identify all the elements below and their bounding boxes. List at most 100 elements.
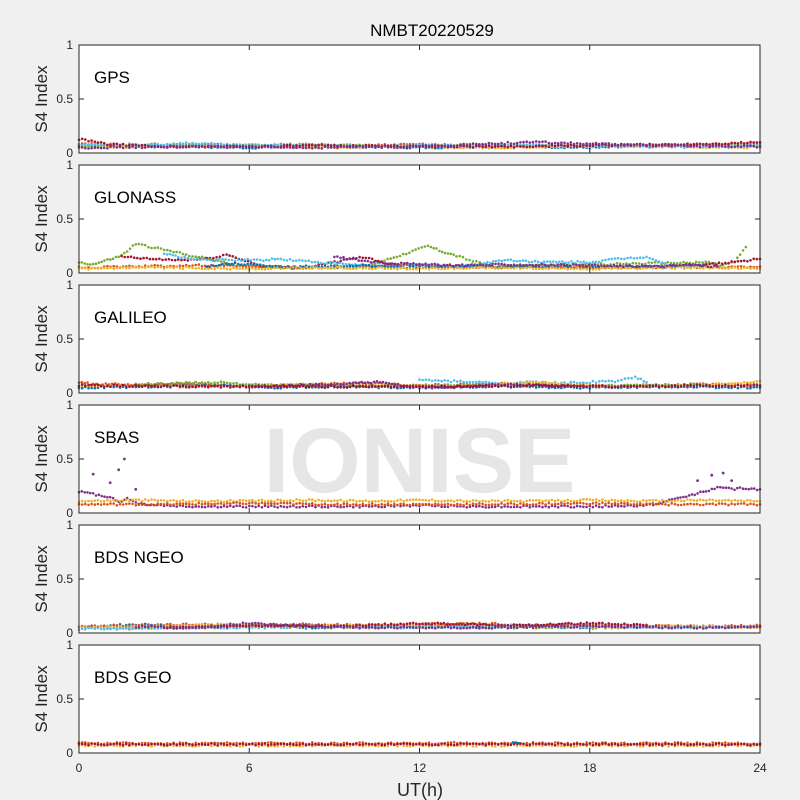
data-point (478, 502, 481, 505)
data-point (270, 267, 273, 271)
data-point (620, 501, 623, 505)
data-point (487, 500, 491, 503)
data-point (749, 384, 752, 388)
data-point (221, 253, 225, 257)
data-point (719, 264, 722, 268)
data-point (131, 244, 135, 247)
data-point (162, 146, 166, 149)
data-point (613, 501, 617, 505)
data-point (683, 503, 686, 506)
data-point (581, 263, 584, 267)
data-point (506, 144, 510, 147)
data-point (575, 504, 579, 508)
data-point (188, 142, 191, 146)
data-point (233, 261, 237, 265)
data-point (279, 385, 283, 389)
data-point (195, 257, 199, 260)
data-point (134, 498, 138, 501)
data-point (648, 502, 651, 506)
data-point (749, 144, 752, 147)
data-point (150, 498, 153, 501)
data-point (128, 146, 131, 149)
data-point (175, 265, 178, 269)
data-point (358, 384, 361, 388)
data-point (468, 380, 472, 384)
data-point (610, 267, 614, 270)
data-point (675, 262, 679, 265)
data-point (279, 501, 283, 505)
data-point (345, 382, 348, 386)
data-point (724, 267, 727, 270)
data-point (733, 382, 737, 385)
data-point (361, 263, 365, 266)
data-point (140, 243, 144, 246)
data-point (426, 244, 430, 247)
data-point (125, 385, 128, 389)
data-point (484, 380, 488, 384)
data-point (383, 503, 387, 507)
data-point (345, 145, 349, 149)
data-point (181, 384, 185, 388)
data-point (593, 263, 597, 267)
data-point (162, 267, 166, 270)
data-point (87, 147, 90, 150)
data-point (541, 381, 544, 384)
data-point (528, 498, 532, 502)
data-point (687, 494, 691, 497)
data-point (506, 258, 510, 262)
data-point (218, 255, 222, 259)
data-point (417, 247, 421, 250)
data-point (493, 266, 497, 269)
data-point (411, 249, 414, 253)
data-point (579, 498, 582, 502)
data-point (91, 472, 95, 476)
data-point (86, 263, 89, 266)
data-point (456, 499, 459, 502)
data-point (188, 381, 191, 384)
data-point (177, 255, 180, 259)
data-point (468, 267, 472, 270)
data-point (484, 500, 488, 503)
data-point (591, 379, 595, 383)
data-point (638, 256, 642, 260)
data-point (375, 260, 379, 263)
data-point (679, 143, 683, 147)
data-point (244, 506, 248, 509)
data-point (115, 384, 119, 387)
data-point (143, 143, 147, 147)
data-point (512, 384, 516, 388)
data-point (509, 267, 513, 270)
data-point (222, 143, 226, 147)
data-point (515, 144, 519, 148)
data-point (572, 380, 576, 384)
data-point (578, 263, 581, 267)
data-point (679, 496, 682, 499)
data-point (714, 499, 718, 503)
data-point (415, 498, 418, 502)
data-point (295, 502, 298, 505)
data-point (738, 253, 742, 256)
data-point (512, 146, 516, 149)
data-point (538, 501, 541, 505)
panel-label: GPS (94, 68, 130, 87)
data-point (139, 257, 142, 261)
data-point (482, 264, 485, 267)
data-point (191, 385, 194, 389)
data-point (525, 143, 528, 146)
data-point (597, 142, 601, 146)
data-point (203, 145, 207, 149)
data-point (384, 381, 388, 385)
data-point (115, 142, 119, 146)
data-point (635, 385, 639, 388)
data-point (380, 385, 384, 388)
data-point (645, 255, 648, 259)
data-point (364, 143, 368, 147)
data-point (389, 385, 393, 389)
data-point (244, 502, 248, 506)
data-point (727, 384, 730, 388)
data-point (742, 146, 746, 150)
data-point (396, 503, 399, 507)
data-point (111, 257, 115, 261)
data-point (172, 250, 175, 254)
data-point (150, 503, 153, 506)
